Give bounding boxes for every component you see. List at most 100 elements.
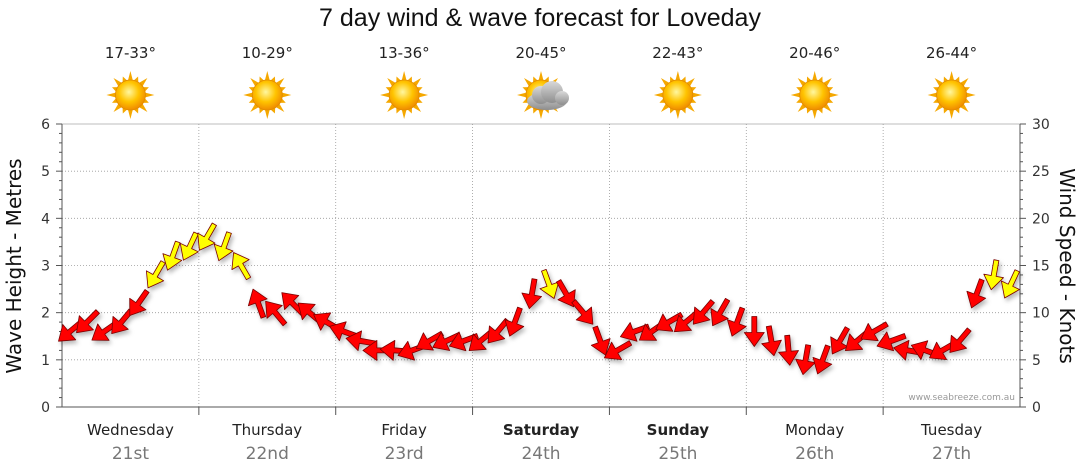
day-name-label: Wednesday (87, 421, 174, 439)
sun-icon (653, 71, 702, 119)
chart-axes: 0 1 2 3 4 5 6 0 5 10 15 20 25 30 (41, 117, 1050, 416)
temperature-range: 17-33° (105, 44, 156, 62)
wind-arrow (179, 231, 199, 261)
day-name-label: Sunday (647, 421, 710, 439)
wind-arrow (860, 321, 889, 342)
sun-disc (799, 79, 831, 111)
wind-arrow (812, 344, 833, 375)
wind-arrow (504, 306, 525, 337)
wind-arrow (521, 278, 542, 310)
y-tick-label-right: 30 (1032, 117, 1050, 133)
y-tick-label-right: 10 (1032, 306, 1050, 322)
wind-arrow (415, 330, 444, 351)
y-tick-label-right: 15 (1032, 259, 1050, 275)
sun-disc (936, 79, 967, 111)
wind-arrow (571, 299, 594, 325)
sun-ray (949, 109, 954, 119)
y-tick-label-right: 0 (1032, 400, 1041, 416)
y-tick-label-right: 20 (1032, 211, 1050, 227)
sun-ray (790, 92, 800, 98)
wind-arrow (58, 319, 84, 342)
y-tick-label-left: 0 (41, 400, 50, 416)
sun-icon (790, 71, 839, 119)
sun-ray (812, 109, 818, 119)
wind-arrow (265, 300, 288, 327)
partly-cloudy-icon (517, 71, 569, 119)
temperature-range: 10-29° (242, 44, 293, 62)
wind-arrow (778, 334, 799, 366)
wind-arrow (795, 344, 816, 376)
y-tick-label-left: 2 (41, 306, 50, 322)
sun-ray (964, 98, 970, 103)
sun-ray (282, 92, 292, 98)
wind-arrow (432, 331, 462, 351)
wind-arrow (162, 240, 183, 271)
cloud-puff (555, 91, 569, 105)
sun-ray (419, 92, 429, 98)
temperature-range: 20-46° (789, 44, 840, 62)
wind-arrow (983, 259, 1004, 291)
y-tick-label-left: 1 (41, 353, 50, 369)
y-tick-label-right: 25 (1032, 164, 1050, 180)
sun-ray (829, 92, 839, 98)
sun-ray (380, 92, 390, 98)
day-labels: Wednesday 21st Thursday 22nd Friday 23rd Satur… (87, 421, 982, 464)
wind-arrow (674, 310, 700, 333)
wind-arrow (692, 299, 715, 325)
chart-title: 7 day wind & wave forecast for Loveday (319, 4, 761, 32)
sun-ray (964, 87, 970, 92)
wind-arrow (1001, 269, 1020, 299)
sun-ray (128, 71, 133, 81)
sun-ray (385, 98, 392, 103)
sun-ray (264, 109, 270, 119)
wind-arrow (743, 316, 765, 347)
day-name-label: Monday (785, 421, 844, 439)
sun-ray (690, 87, 697, 92)
day-date-label: 23rd (385, 444, 424, 464)
wind-arrow (213, 231, 234, 262)
wind-arrow (949, 327, 972, 353)
sun-ray (675, 109, 681, 119)
sun-icon (927, 71, 976, 119)
cloud-shape (527, 81, 569, 110)
day-name-label: Saturday (503, 421, 580, 439)
wind-arrow (76, 309, 100, 334)
sun-icon (380, 71, 429, 119)
wind-arrow (761, 325, 782, 357)
plot-frame (61, 123, 1021, 408)
wind-arrow (590, 325, 611, 356)
wind-arrow (876, 331, 907, 352)
daily-temperatures: 17-33° 10-29° 13-36° 20-45° 22-43° 20-46° 26-4… (105, 44, 977, 62)
sun-ray (653, 92, 663, 98)
y-axis-label-left: Wave Height - Metres (2, 158, 26, 373)
day-date-label: 27th (932, 444, 971, 464)
wind-arrow (487, 317, 510, 344)
sun-ray (812, 71, 818, 81)
sun-ray (401, 71, 407, 81)
sun-ray (106, 92, 116, 98)
chart-grid (61, 123, 1021, 408)
day-date-label: 24th (521, 444, 560, 464)
wind-arrow (727, 306, 747, 337)
y-tick-label-left: 5 (41, 164, 50, 180)
sun-icon (243, 71, 292, 119)
day-name-label: Tuesday (920, 421, 982, 439)
wind-arrow (655, 311, 684, 332)
temperature-range: 20-45° (515, 44, 566, 62)
wind-arrow (145, 260, 166, 289)
sun-ray (692, 92, 702, 98)
day-name-label: Friday (381, 421, 427, 439)
sun-disc (115, 79, 146, 111)
sun-ray (517, 92, 527, 98)
sun-ray (949, 71, 954, 81)
day-date-label: 22nd (246, 444, 289, 464)
wind-arrow (111, 308, 134, 335)
sun-ray (145, 92, 155, 98)
day-date-label: 26th (795, 444, 834, 464)
temperature-range: 26-44° (926, 44, 977, 62)
temperature-range: 22-43° (652, 44, 703, 62)
wind-arrow (539, 268, 560, 299)
sun-disc (251, 79, 283, 111)
wind-arrow (468, 328, 495, 352)
